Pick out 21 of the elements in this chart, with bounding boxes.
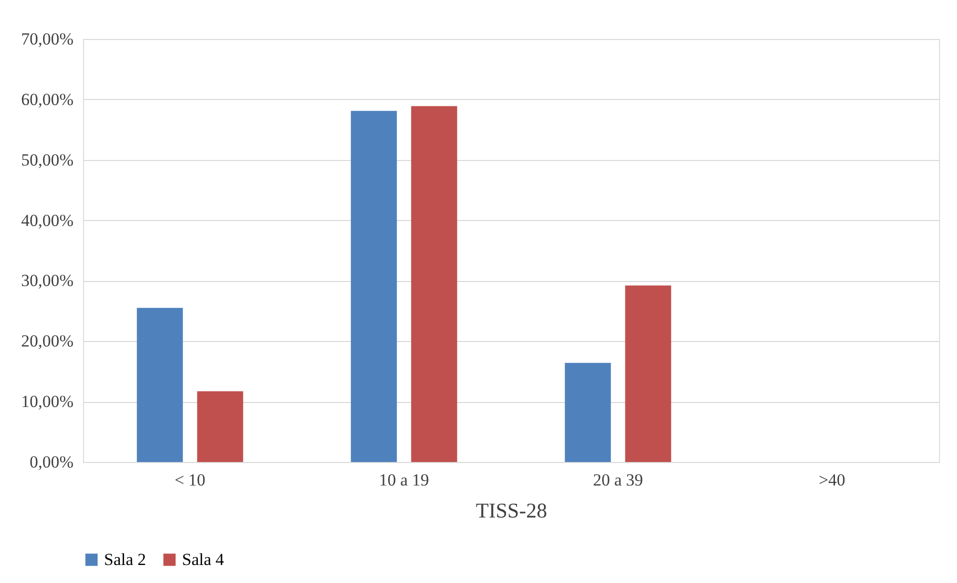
x-tick-label: 10 a 19 (378, 470, 430, 490)
bar (564, 362, 611, 462)
bar (411, 106, 458, 462)
y-tick-label: 60,00% (21, 90, 74, 109)
legend-label: Sala 2 (104, 550, 146, 569)
y-tick-label: 30,00% (21, 271, 74, 290)
bar (350, 110, 397, 462)
bar (197, 391, 244, 462)
y-tick-label: 40,00% (21, 210, 74, 230)
y-tick-label: 70,00% (21, 30, 74, 48)
x-tick-label: 20 a 39 (592, 470, 644, 490)
bar (625, 286, 672, 462)
legend-label: Sala 4 (182, 550, 225, 569)
bar (136, 308, 183, 462)
y-tick-label: 20,00% (21, 332, 74, 351)
x-axis-title: TISS-28 (476, 498, 548, 522)
y-tick-label: 0,00% (30, 452, 74, 472)
y-tick-label: 10,00% (21, 392, 74, 412)
y-tick-label: 50,00% (21, 150, 74, 170)
x-tick-label: >40 (818, 470, 846, 490)
x-tick-label: < 10 (174, 470, 206, 490)
